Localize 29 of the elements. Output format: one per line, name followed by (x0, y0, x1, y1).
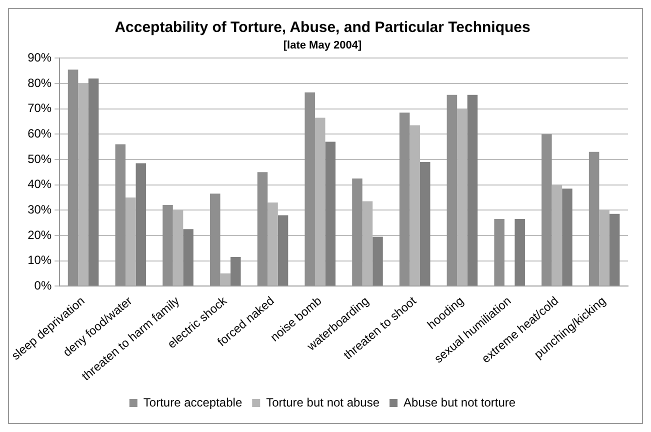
legend-label: Torture acceptable (143, 395, 242, 410)
y-tick-label: 70% (28, 101, 52, 116)
bar (514, 218, 525, 286)
chart-title: Acceptability of Torture, Abuse, and Particular Techniques (114, 19, 530, 36)
bar (278, 215, 288, 286)
y-tick-label: 90% (28, 50, 52, 65)
bar (230, 256, 241, 286)
y-tick-label: 20% (28, 228, 52, 242)
bar (372, 236, 383, 286)
bar (183, 229, 194, 286)
bar (609, 214, 620, 286)
y-tick-label: 80% (28, 76, 52, 90)
y-tick-label: 30% (28, 202, 52, 216)
y-tick-label: 10% (28, 253, 52, 268)
legend-label: Torture but not abuse (266, 395, 380, 410)
bar (325, 142, 336, 286)
y-tick-label: 60% (28, 126, 52, 140)
bar (420, 162, 430, 286)
bar (88, 78, 99, 286)
y-tick-label: 0% (34, 278, 52, 292)
bar (136, 163, 146, 286)
y-tick-label: 40% (28, 177, 52, 192)
y-tick-label: 50% (28, 152, 52, 166)
bar (220, 273, 231, 286)
chart-subtitle: [late May 2004] (283, 40, 362, 52)
bar (562, 188, 572, 286)
legend-label: Abuse but not torture (404, 395, 516, 410)
bar (467, 94, 478, 286)
bar (126, 197, 136, 286)
